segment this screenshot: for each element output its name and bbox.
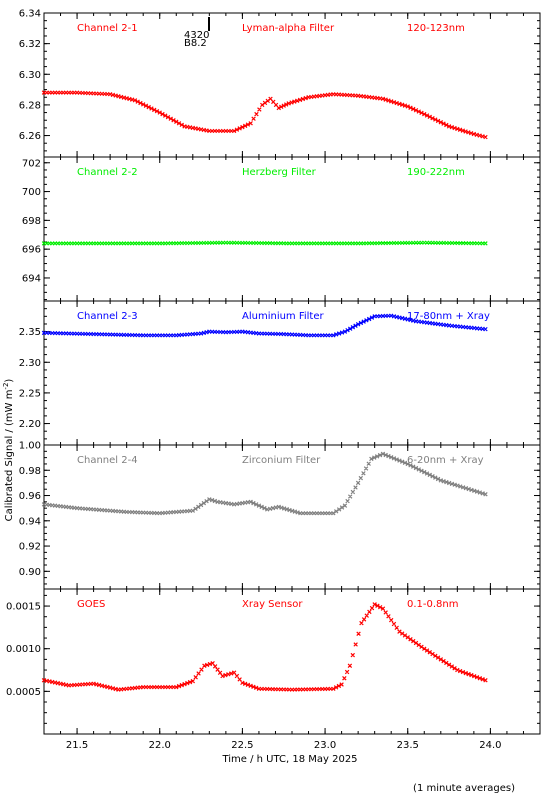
data-series — [41, 90, 488, 140]
y-tick-label: 6.34 — [19, 9, 41, 20]
y-tick-label: 6.28 — [19, 100, 41, 111]
time-marker-label-1: 4320 — [184, 30, 209, 41]
panel-frame — [43, 444, 541, 590]
filter-label: Zirconium Filter — [242, 455, 321, 466]
panel-frame — [43, 156, 541, 302]
y-tick-label: 694 — [22, 273, 41, 284]
panel-frame — [43, 588, 541, 735]
time-marker: 4320 B8.2 — [184, 17, 210, 49]
x-tick-label: 22.5 — [231, 740, 253, 751]
y-tick-label: 702 — [22, 158, 41, 169]
y-tick-label: 2.20 — [19, 419, 41, 430]
channel-label: Channel 2-4 — [77, 455, 138, 466]
band-label: 190-222nm — [407, 167, 465, 178]
x-tick-label: 24.0 — [479, 740, 501, 751]
y-tick-label: 0.92 — [19, 542, 41, 553]
panel-3: 2.20 2.25 2.30 2.35 Channel 2-3 Aluminium Fil… — [19, 300, 541, 446]
x-tick-label: 21.5 — [66, 740, 88, 751]
panel-4: 0.90 0.92 0.94 0.96 0.98 1.00 Channel 2-4 Zirco… — [19, 441, 541, 590]
filter-label: Aluminium Filter — [242, 311, 325, 322]
y-tick-label: 698 — [22, 216, 41, 227]
y-tick-label: 0.98 — [19, 466, 41, 477]
channel-label: GOES — [77, 599, 105, 610]
filter-label: Lyman-alpha Filter — [242, 23, 335, 34]
data-series — [41, 451, 488, 516]
y-tick-label: 700 — [22, 187, 41, 198]
panel-5: 0.0005 0.0010 0.0015 GOES Xray Sensor 0.1-0.8… — [6, 588, 541, 735]
y-tick-label: 6.30 — [19, 70, 41, 81]
channel-label: Channel 2-3 — [77, 311, 138, 322]
y-tick-label: 696 — [22, 245, 41, 256]
x-tick-label: 23.0 — [314, 740, 336, 751]
x-tick-label: 22.0 — [149, 740, 171, 751]
panel-frame — [43, 300, 541, 446]
y-tick-label: 0.0015 — [6, 602, 41, 613]
x-axis: 21.5 22.0 22.5 23.0 23.5 24.0 — [66, 740, 502, 751]
y-tick-label: 6.32 — [19, 39, 41, 50]
y-axis-label-end: ) — [4, 379, 15, 383]
footer-note: (1 minute averages) — [413, 783, 515, 794]
panel-frame — [43, 12, 541, 158]
y-axis-label-main: Calibrated Signal / (mW m — [4, 390, 15, 522]
y-tick-label: 1.00 — [19, 441, 41, 452]
data-series — [41, 313, 488, 338]
channel-label: Channel 2-1 — [77, 23, 138, 34]
data-series — [41, 240, 488, 246]
y-tick-label: 2.25 — [19, 388, 41, 399]
channel-label: Channel 2-2 — [77, 167, 138, 178]
y-tick-label: 0.0010 — [6, 644, 41, 655]
y-tick-label: 2.35 — [19, 327, 41, 338]
y-axis-label: Calibrated Signal / (mW m-2) — [2, 379, 15, 522]
y-tick-label: 0.94 — [19, 516, 41, 527]
x-axis-label: Time / h UTC, 18 May 2025 — [221, 754, 357, 765]
band-label: 6-20nm + Xray — [407, 455, 484, 466]
panel-2: 694 696 698 700 702 Channel 2-2 Herzberg Filte… — [22, 156, 541, 302]
panel-1: 6.26 6.28 6.30 6.32 6.34 Channel 2-1 Lyman-alp… — [19, 9, 541, 158]
y-tick-label: 2.30 — [19, 358, 41, 369]
band-label: 17-80nm + Xray — [407, 311, 490, 322]
x-tick-label: 23.5 — [397, 740, 419, 751]
y-tick-label: 6.26 — [19, 131, 41, 142]
data-series — [41, 602, 488, 692]
band-label: 0.1-0.8nm — [407, 599, 459, 610]
y-tick-label: 0.96 — [19, 491, 41, 502]
filter-label: Herzberg Filter — [242, 167, 317, 178]
band-label: 120-123nm — [407, 23, 465, 34]
y-axis-label-sup: -2 — [2, 383, 10, 390]
time-marker-label-2: B8.2 — [184, 38, 207, 49]
panels: 6.26 6.28 6.30 6.32 6.34 Channel 2-1 Lyman-alp… — [6, 9, 541, 735]
y-tick-label: 0.0005 — [6, 687, 41, 698]
filter-label: Xray Sensor — [242, 599, 303, 610]
y-tick-label: 0.90 — [19, 567, 41, 578]
